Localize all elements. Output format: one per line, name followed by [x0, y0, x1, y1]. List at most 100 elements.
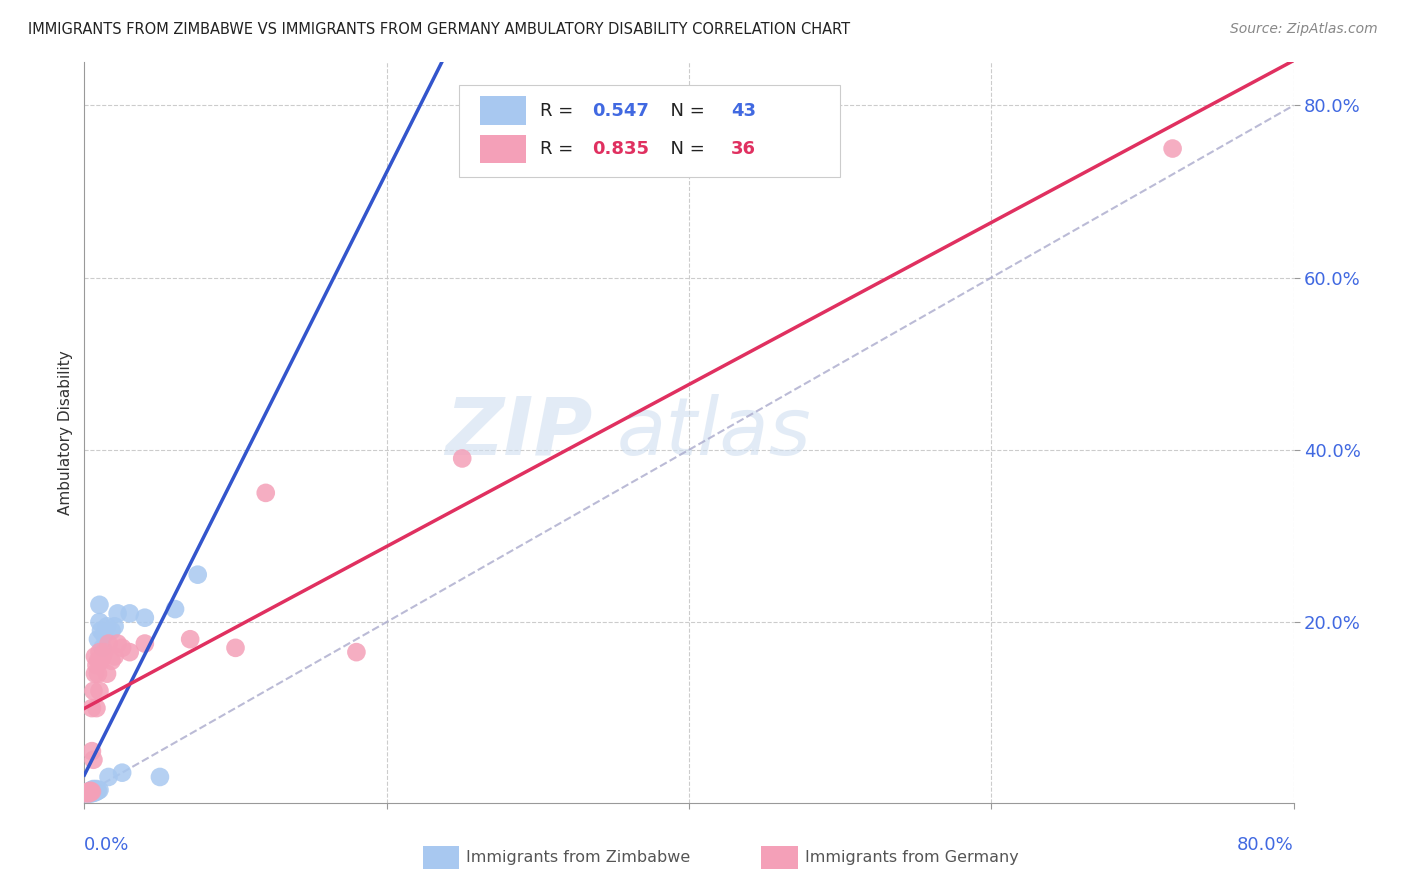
Point [84, 666, 107, 681]
Point [77, 786, 100, 800]
Point [77, 784, 100, 798]
Point [76, 786, 98, 800]
Point [104, 619, 127, 633]
Point [79, 785, 101, 799]
Point [84, 784, 107, 798]
Point [80, 784, 103, 798]
Point [82, 785, 104, 799]
Point [97, 636, 120, 650]
Point [77, 785, 100, 799]
Text: 0.835: 0.835 [592, 140, 650, 158]
Point [75, 786, 97, 800]
Point [79, 783, 101, 797]
Point [82, 753, 104, 767]
Point [89, 783, 111, 797]
Text: 0.547: 0.547 [592, 102, 650, 120]
Point [77, 784, 100, 798]
Point [82, 684, 104, 698]
Point [97, 770, 120, 784]
Point [86, 658, 108, 673]
Bar [762, 846, 797, 870]
Point [451, 451, 474, 466]
Point [165, 602, 187, 616]
Text: ZIP: ZIP [444, 393, 592, 472]
Point [187, 567, 209, 582]
Point [254, 486, 277, 500]
Text: R =: R = [540, 140, 579, 158]
Point [93, 645, 115, 659]
Point [90, 624, 112, 638]
Point [86, 701, 108, 715]
Point [89, 615, 111, 629]
Y-axis label: Ambulatory Disability: Ambulatory Disability [58, 351, 73, 515]
Text: 0.0%: 0.0% [84, 836, 129, 855]
Point [79, 786, 101, 800]
Point [86, 784, 108, 798]
Point [111, 640, 134, 655]
Point [104, 649, 127, 664]
Bar [479, 96, 526, 125]
Text: Immigrants from Germany: Immigrants from Germany [806, 850, 1019, 865]
Text: R =: R = [540, 102, 579, 120]
Point [93, 628, 115, 642]
Point [84, 783, 107, 797]
Point [80, 783, 103, 797]
Point [84, 649, 107, 664]
Point [80, 786, 103, 800]
Point [346, 645, 368, 659]
Point [149, 770, 172, 784]
Point [118, 645, 141, 659]
Point [79, 784, 101, 798]
Point [87, 654, 110, 668]
Point [87, 632, 110, 647]
Point [179, 632, 201, 647]
Point [96, 666, 118, 681]
FancyBboxPatch shape [460, 85, 841, 178]
Point [80, 784, 103, 798]
Text: 80.0%: 80.0% [1237, 836, 1294, 855]
Point [111, 765, 134, 780]
Text: N =: N = [659, 140, 710, 158]
Point [79, 783, 101, 797]
Point [80, 783, 103, 797]
Point [118, 607, 141, 621]
Point [90, 654, 112, 668]
Bar [423, 846, 460, 870]
Point [96, 619, 118, 633]
Point [76, 785, 98, 799]
Point [91, 640, 114, 655]
Point [77, 786, 100, 800]
Point [86, 782, 108, 797]
Text: Source: ZipAtlas.com: Source: ZipAtlas.com [1230, 22, 1378, 37]
Point [80, 701, 103, 715]
Point [89, 645, 111, 659]
Point [87, 783, 110, 797]
Text: IMMIGRANTS FROM ZIMBABWE VS IMMIGRANTS FROM GERMANY AMBULATORY DISABILITY CORREL: IMMIGRANTS FROM ZIMBABWE VS IMMIGRANTS F… [28, 22, 851, 37]
Point [89, 684, 111, 698]
Point [100, 654, 122, 668]
Point [80, 785, 103, 799]
Point [1161, 142, 1184, 156]
Point [107, 607, 129, 621]
Point [134, 610, 156, 624]
Text: 43: 43 [731, 102, 756, 120]
Point [82, 782, 104, 797]
Point [82, 783, 104, 797]
Bar [479, 135, 526, 163]
Point [100, 624, 122, 638]
Text: Immigrants from Zimbabwe: Immigrants from Zimbabwe [467, 850, 690, 865]
Point [84, 785, 107, 799]
Point [107, 636, 129, 650]
Point [79, 785, 101, 799]
Point [86, 783, 108, 797]
Point [225, 640, 247, 655]
Text: atlas: atlas [616, 393, 811, 472]
Point [80, 744, 103, 758]
Text: N =: N = [659, 102, 710, 120]
Point [91, 649, 114, 664]
Point [76, 785, 98, 799]
Point [87, 666, 110, 681]
Point [89, 598, 111, 612]
Point [75, 786, 97, 800]
Point [134, 636, 156, 650]
